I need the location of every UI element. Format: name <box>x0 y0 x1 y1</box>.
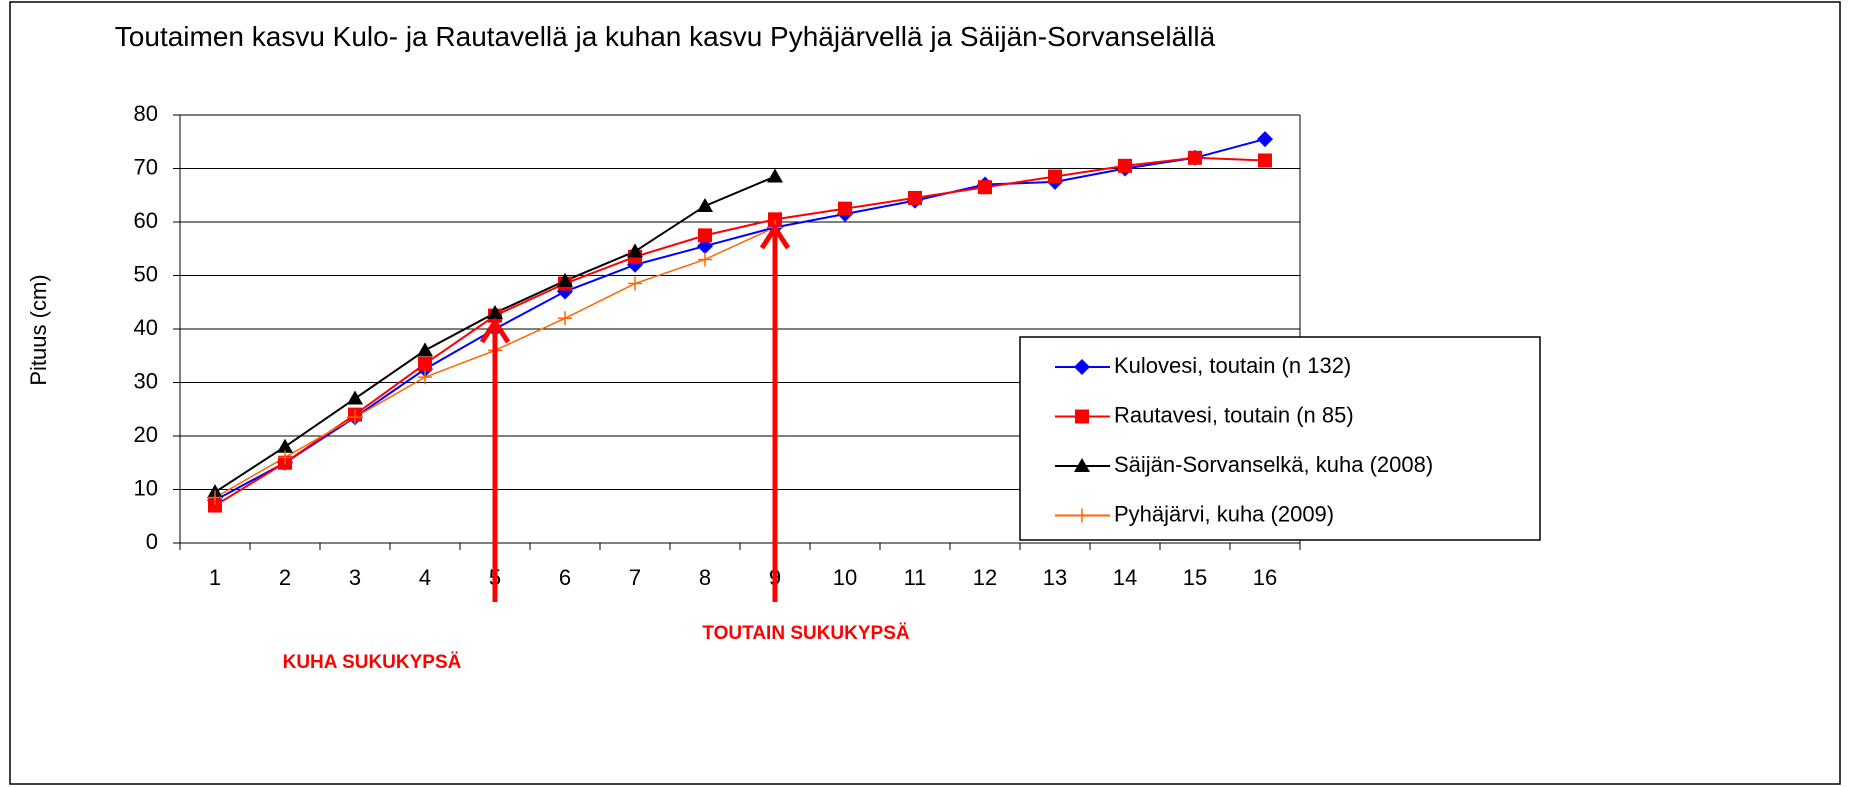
x-tick-label: 3 <box>349 565 361 590</box>
marker <box>278 450 292 465</box>
y-tick-label: 50 <box>134 261 158 286</box>
x-tick-label: 14 <box>1113 565 1137 590</box>
marker <box>418 356 432 371</box>
y-tick-label: 30 <box>134 368 158 393</box>
x-tick-label: 7 <box>629 565 641 590</box>
series-line <box>214 138 1266 502</box>
marker <box>698 252 712 267</box>
marker <box>208 490 222 505</box>
marker <box>1257 131 1273 148</box>
marker <box>1074 458 1090 472</box>
y-tick-label: 70 <box>134 154 158 179</box>
marker <box>1188 150 1202 165</box>
marker <box>838 201 852 216</box>
y-tick-label: 40 <box>134 315 158 340</box>
legend: Kulovesi, toutain (n 132) Rautavesi, tout… <box>1019 336 1541 541</box>
marker <box>767 168 783 183</box>
x-tick-label: 8 <box>699 565 711 590</box>
marker <box>697 197 713 212</box>
y-tick-label: 60 <box>134 208 158 233</box>
y-axis-label: Pituus (cm) <box>26 274 51 385</box>
marker <box>347 390 363 405</box>
marker <box>348 410 362 425</box>
chart-frame <box>9 1 1841 785</box>
x-tick-label: 6 <box>559 565 571 590</box>
x-tick-label: 11 <box>904 565 927 590</box>
marker <box>277 438 293 453</box>
y-tick-label: 80 <box>134 101 158 126</box>
x-tick-label: 13 <box>1043 565 1067 590</box>
marker <box>1074 359 1090 375</box>
y-tick-label: 10 <box>134 475 158 500</box>
legend-label: Säijän-Sorvanselkä, kuha (2008) <box>1114 452 1433 477</box>
legend-box <box>1019 336 1541 541</box>
marker <box>487 304 503 319</box>
marker <box>978 180 992 195</box>
chart-title: Toutaimen kasvu Kulo- ja Rautavellä ja k… <box>114 21 1216 52</box>
marker <box>418 370 432 385</box>
x-tick-label: 4 <box>419 565 431 590</box>
marker <box>1118 158 1132 173</box>
x-tick-label: 15 <box>1183 565 1207 590</box>
arrows <box>479 223 791 602</box>
marker <box>908 190 922 205</box>
marker <box>1258 153 1272 168</box>
arrow-head <box>759 223 791 250</box>
marker <box>208 498 222 513</box>
x-tick-label: 10 <box>833 565 857 590</box>
marker <box>1075 508 1089 523</box>
annotation: KUHA SUKUKYPSÄ <box>283 652 462 673</box>
annotation: TOUTAIN SUKUKYPSÄ <box>702 623 910 644</box>
marker <box>417 342 433 357</box>
series-line <box>214 156 1266 507</box>
marker <box>1075 409 1089 424</box>
arrow-head <box>479 317 511 344</box>
y-tick-label: 0 <box>146 529 158 554</box>
marker <box>1048 169 1062 184</box>
marker <box>768 212 782 227</box>
x-tick-label: 16 <box>1253 565 1277 590</box>
legend-label: Pyhäjärvi, kuha (2009) <box>1114 501 1334 526</box>
x-tick-label: 12 <box>973 565 997 590</box>
x-tick-label: 2 <box>279 565 291 590</box>
y-tick-label: 20 <box>134 422 158 447</box>
marker <box>627 243 643 258</box>
x-tick-label: 1 <box>209 565 221 590</box>
legend-label: Rautavesi, toutain (n 85) <box>1114 402 1354 427</box>
marker <box>628 276 642 291</box>
marker <box>698 228 712 243</box>
marker <box>557 272 573 287</box>
marker <box>558 311 572 326</box>
legend-label: Kulovesi, toutain (n 132) <box>1114 353 1351 378</box>
